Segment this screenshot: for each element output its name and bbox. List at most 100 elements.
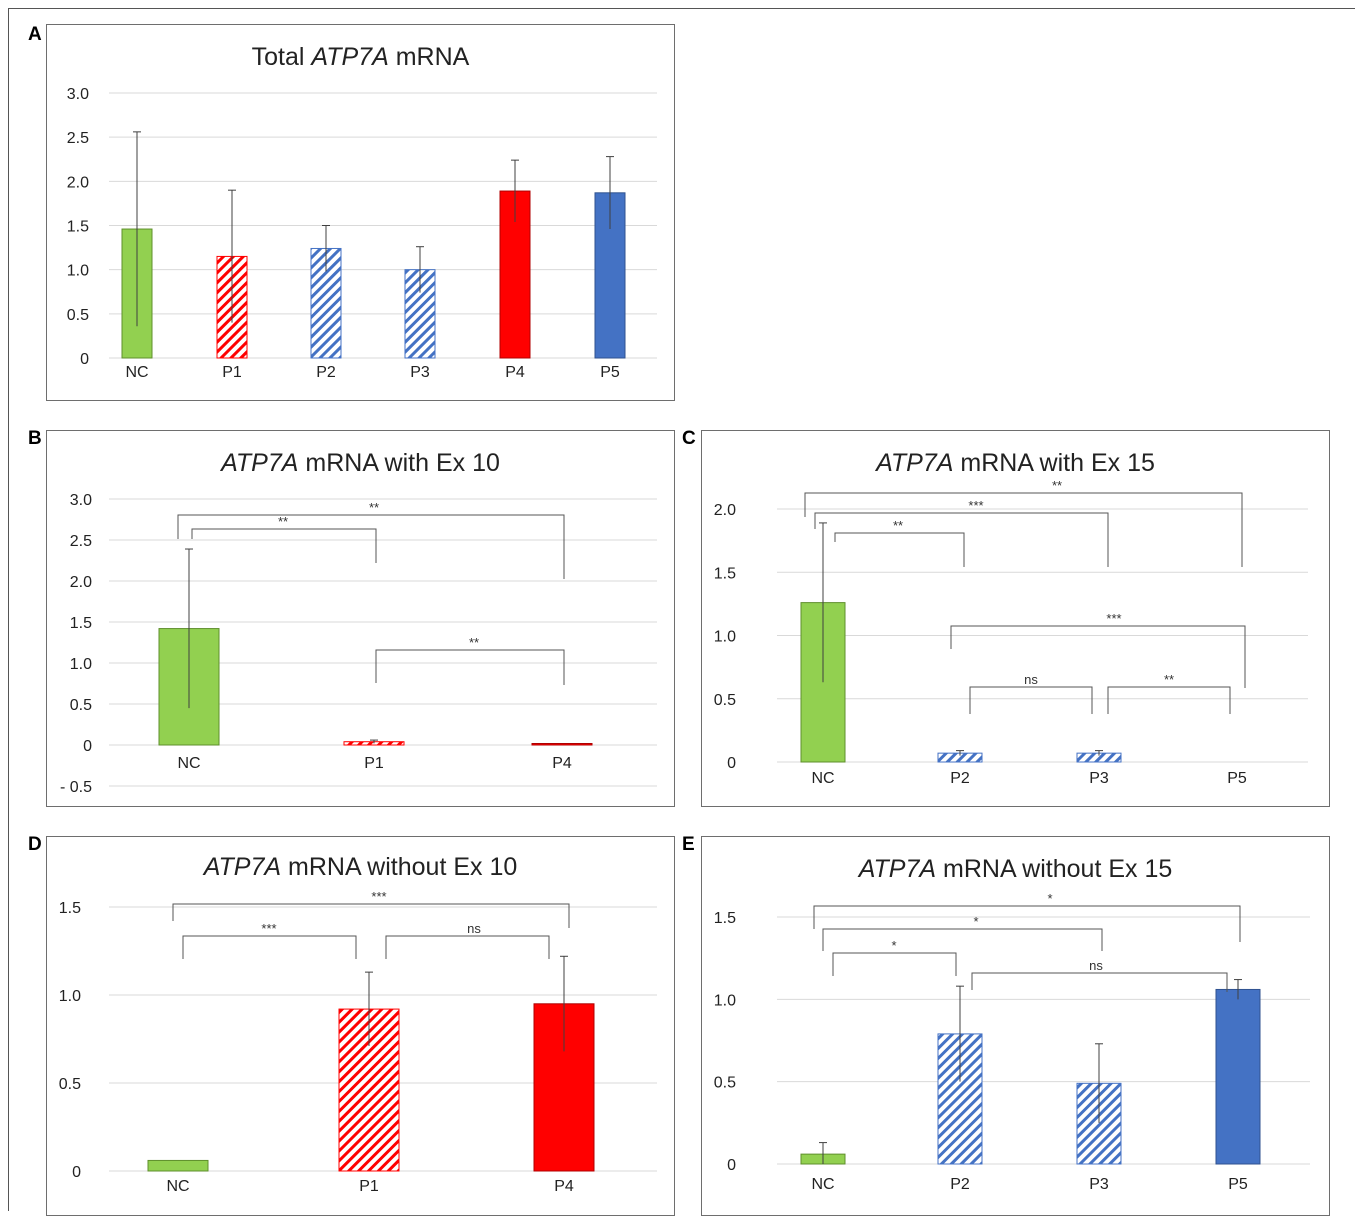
title-gene: ATP7A [203,853,282,881]
significance-label: *** [261,921,276,936]
chart-title: ATP7A mRNA without Ex 15 [702,855,1329,884]
chart-plot: 00.51.01.52.0NC P2 P3 P5**********ns ** [714,478,1308,787]
y-tick-label: 1.5 [714,565,736,582]
error-bar-p2 [322,225,330,272]
error-bar-nc [133,131,141,327]
error-bar-p1 [370,739,378,744]
significance-label: * [1047,891,1052,906]
y-tick-label: 2.5 [67,130,89,147]
significance-label: * [973,914,978,929]
y-tick-label: 0.5 [714,1075,736,1092]
significance-bracket [177,514,565,579]
figure-left-border [8,8,9,1211]
x-tick-label: P3 [1089,770,1109,787]
error-bar-nc [819,1142,827,1164]
chart-plot: 0 0.5 1.0 1.5 NC P2 P3 P5 * * * ns [714,891,1310,1193]
title-gene: ATP7A [858,855,937,883]
y-tick-label: 1.5 [70,615,92,632]
bar-nc [147,1159,209,1172]
significance-bracket [813,905,1241,942]
y-tick-label: 0.5 [70,697,92,714]
title-post: mRNA without Ex 10 [281,853,518,881]
x-tick-label: P5 [1227,770,1247,787]
significance-label: *** [968,498,983,513]
significance-bracket [969,686,1093,714]
significance-bracket [385,935,550,959]
y-tick-label: 0.5 [59,1076,81,1093]
y-tick-label: 1.5 [714,910,736,927]
figure-top-border [8,8,1355,9]
x-tick-label: P5 [600,364,620,381]
error-bar-p4 [560,955,568,1052]
title-post: mRNA with Ex 15 [953,449,1155,477]
y-tick-label: 1.5 [59,900,81,917]
y-tick-label: 2.0 [67,174,89,191]
error-bar-nc [185,548,193,709]
chart-panel-a: Total ATP7A mRNA 0 0.5 1.0 1.5 2.0 2.5 3.0 NC P1… [46,24,675,401]
x-tick-label: P4 [554,1178,574,1195]
title-gene: ATP7A [311,43,389,71]
x-tick-label: P1 [222,364,242,381]
x-tick-label: P3 [410,364,430,381]
significance-bracket [832,952,957,976]
x-tick-label: NC [811,1176,834,1193]
panel-letter-e: E [682,834,695,855]
x-tick-label: P3 [1089,1176,1109,1193]
error-bar-p2 [956,750,964,756]
y-tick-label: 1.0 [67,263,89,280]
y-tick-label: 0 [80,351,89,368]
title-gene: ATP7A [876,449,954,477]
chart-plot: 0 0.5 1.0 1.5 NC P1 P4 *** *** ns [59,889,657,1195]
error-bar-p1 [228,189,236,323]
chart-panel-d: ATP7A mRNA without Ex 10 0 0.5 1.0 1.5 NC P1 P… [46,836,675,1216]
significance-label: ** [893,518,903,533]
y-tick-label: 0 [83,738,92,755]
y-tick-label: - 0.5 [60,779,92,796]
chart-title: ATP7A mRNA with Ex 15 [702,449,1329,478]
significance-label: * [891,938,896,953]
significance-label: ns [1024,672,1038,687]
chart-panel-e: ATP7A mRNA without Ex 15 0 0.5 1.0 1.5 NC P2 P… [701,836,1330,1216]
significance-bracket [804,492,1243,567]
significance-label: ** [1052,478,1062,493]
significance-bracket [822,928,1103,951]
significance-label: ** [278,514,288,529]
significance-bracket [971,972,1228,992]
error-bar-p5 [606,156,614,230]
x-tick-label: P2 [950,770,970,787]
error-bar-p2 [956,985,964,1082]
y-tick-label: 1.0 [714,992,736,1009]
chart-plot: - 0.5 0 0.5 1.0 1.5 2.0 2.5 3.0 NC P1 P4 ** ** ** [60,492,657,796]
significance-label: ns [1089,958,1103,973]
x-tick-label: P1 [364,755,384,772]
y-tick-label: 0.5 [714,692,736,709]
chart-plot: 0 0.5 1.0 1.5 2.0 2.5 3.0 NC P1 P2 P3 P4 P5 [67,86,657,381]
y-tick-label: 3.0 [70,492,92,509]
title-gene: ATP7A [221,449,299,477]
significance-bracket [191,528,377,563]
error-bar-p1 [365,971,373,1047]
x-tick-label: P2 [950,1176,970,1193]
significance-label: *** [1106,611,1121,626]
significance-bracket [814,512,1109,567]
significance-label: ** [1164,672,1174,687]
x-tick-label: NC [177,755,200,772]
x-tick-label: NC [125,364,148,381]
bar-p3 [1076,1082,1122,1165]
significance-bracket [1107,686,1231,714]
significance-label: *** [371,889,386,904]
x-tick-label: P4 [552,755,572,772]
y-tick-label: 1.0 [70,656,92,673]
y-tick-label: 0 [72,1164,81,1181]
bar-p5 [1215,988,1261,1165]
y-tick-label: 0 [727,1157,736,1174]
significance-bracket [834,532,965,567]
x-tick-label: NC [166,1178,189,1195]
chart-panel-c: ATP7A mRNA with Ex 15 0 0.5 1.0 1.5 2.0 NC P2 P… [701,430,1330,807]
panel-letter-d: D [28,834,42,855]
significance-label: ** [369,500,379,515]
panel-letter-b: B [28,428,42,449]
error-bar-p5 [1234,979,1242,1000]
significance-bracket [182,935,357,959]
y-tick-label: 0 [727,755,736,772]
